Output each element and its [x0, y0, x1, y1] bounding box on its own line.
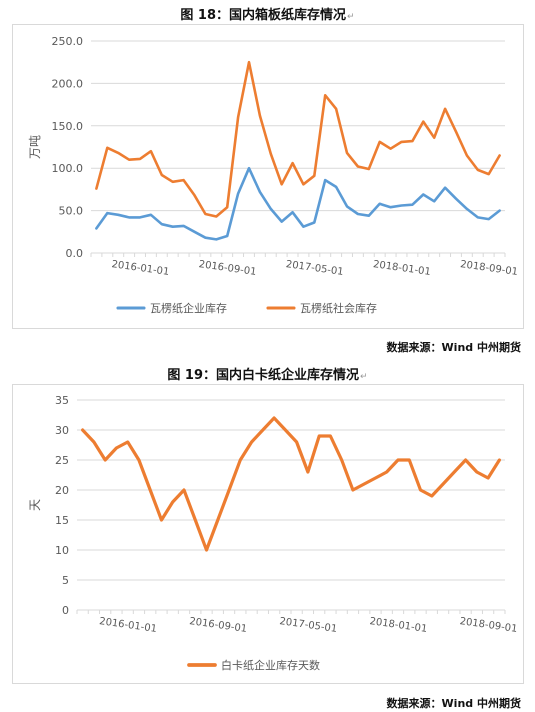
fig18-ytick-label: 50.0: [59, 205, 84, 218]
fig18-legend-label-2: 瓦楞纸社会库存: [300, 301, 377, 315]
fig19-ytick-label: 20: [55, 484, 69, 497]
fig18-ylabel: 万吨: [28, 135, 42, 159]
fig18-xtick-label: 2018-09-01: [459, 259, 518, 278]
fig18-ytick-label: 0.0: [66, 247, 84, 260]
fig19-xtick-label: 2018-01-01: [369, 616, 428, 635]
fig19-xtick-label: 2016-01-01: [98, 616, 157, 635]
fig18-ytick-label: 250.0: [52, 35, 84, 48]
fig19-ytick-label: 25: [55, 454, 69, 467]
fig18-series-line-1: [95, 166, 501, 241]
figure19-title: 图 19：国内白卡纸企业库存情况↵: [167, 368, 368, 383]
figure19-chart: 0 5 10 15 20 25 30 35 2016-01-01 2016-09-01 2017-0…: [28, 394, 518, 672]
fig19-legend-label-1: 白卡纸企业库存天数: [221, 658, 320, 672]
fig19-series-line-1: [80, 416, 501, 552]
figure18-chart-frame: 0.0 50.0 100.0 150.0 200.0 250.0 2016-01-01 201…: [12, 24, 524, 329]
fig18-legend-label-1: 瓦楞纸企业库存: [150, 301, 227, 315]
fig19-ylabel: 天: [28, 499, 42, 511]
fig18-series-line-2: [95, 60, 501, 218]
fig19-ytick-label: 15: [55, 514, 69, 527]
figure18-chart: 0.0 50.0 100.0 150.0 200.0 250.0 2016-01-01 201…: [28, 35, 519, 315]
fig19-ytick-label: 30: [55, 424, 69, 437]
fig19-ytick-label: 5: [62, 574, 69, 587]
fig19-xtick-label: 2018-09-01: [459, 616, 518, 635]
fig18-xtick-label: 2018-01-01: [372, 259, 431, 278]
fig19-ytick-label: 0: [62, 604, 69, 617]
figure18-source: 数据来源：Wind 中州期货: [386, 341, 521, 354]
fig18-xtick-label: 2017-05-01: [285, 259, 344, 278]
fig19-ytick-label: 35: [55, 394, 69, 407]
fig19-xtick-label: 2017-05-01: [279, 616, 338, 635]
fig19-ytick-label: 10: [55, 544, 69, 557]
fig19-xtick-label: 2016-09-01: [189, 616, 248, 635]
fig18-ytick-label: 150.0: [52, 120, 84, 133]
fig18-xtick-label: 2016-01-01: [111, 259, 170, 278]
fig18-ytick-label: 100.0: [52, 162, 84, 175]
fig18-xtick-label: 2016-09-01: [198, 259, 257, 278]
figure19-source: 数据来源：Wind 中州期货: [386, 697, 521, 710]
figure18-title: 图 18：国内箱板纸库存情况↵: [180, 8, 355, 23]
figure19-chart-frame: 0 5 10 15 20 25 30 35 2016-01-01 2016-09-01 2017-0…: [12, 384, 524, 684]
fig18-ytick-label: 200.0: [52, 77, 84, 90]
